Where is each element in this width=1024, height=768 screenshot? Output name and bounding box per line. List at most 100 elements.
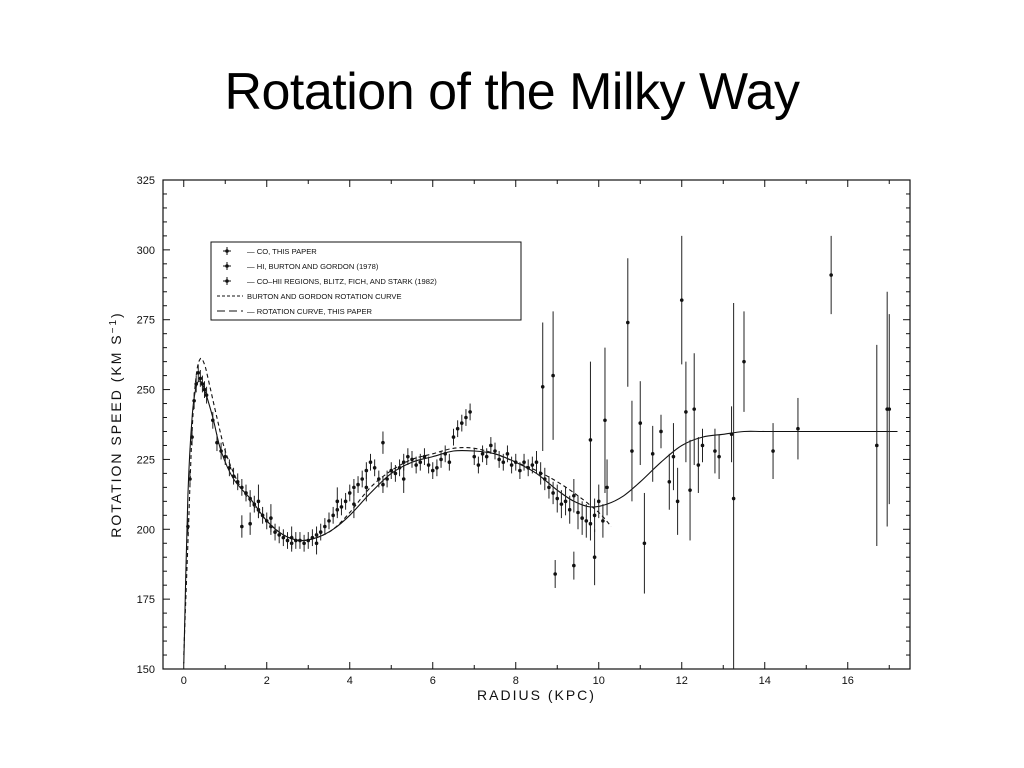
x-tick-label: 4 [347, 675, 353, 687]
legend: — CO, THIS PAPER — HI, BURTON AND GORDON … [210, 241, 522, 321]
data-point [688, 439, 692, 541]
x-tick-label: 6 [430, 675, 436, 687]
point-marker [559, 502, 564, 506]
point-marker [364, 485, 369, 490]
data-point [323, 518, 327, 535]
data-point [294, 532, 298, 549]
data-point [422, 448, 427, 466]
legend-label: — CO–HII REGIONS, BLITZ, FICH, AND STARK… [247, 277, 437, 286]
point-marker [518, 468, 522, 473]
data-point [480, 445, 485, 463]
data-point [364, 473, 369, 502]
point-marker [555, 496, 560, 501]
point-marker [472, 454, 477, 459]
data-point [551, 481, 555, 505]
point-marker [543, 477, 547, 481]
point-marker [547, 485, 551, 490]
data-point [679, 235, 684, 365]
legend-point-symbol [225, 279, 229, 283]
point-marker [188, 477, 192, 481]
point-marker [684, 410, 688, 414]
point-marker [626, 320, 630, 325]
point-marker [389, 468, 394, 473]
data-point [244, 484, 248, 502]
point-marker [588, 521, 593, 526]
point-marker [605, 485, 609, 490]
data-point [692, 353, 696, 466]
data-point [522, 453, 526, 471]
point-marker [377, 477, 381, 481]
point-marker [256, 499, 261, 504]
data-point [343, 492, 348, 510]
data-point [551, 311, 555, 440]
point-marker [352, 502, 356, 506]
data-point [538, 462, 543, 485]
data-point [501, 453, 506, 471]
data-point [671, 423, 676, 491]
point-marker [381, 482, 385, 487]
data-point [638, 381, 643, 466]
point-marker [192, 398, 196, 403]
point-marker [480, 452, 485, 456]
point-marker [700, 443, 705, 448]
data-point [489, 437, 493, 454]
x-tick-label: 16 [842, 675, 854, 687]
data-point [368, 453, 373, 471]
point-marker [630, 449, 634, 453]
data-point [700, 428, 705, 463]
data-point [540, 322, 545, 452]
point-marker [335, 499, 340, 504]
point-marker [592, 555, 597, 560]
point-marker [638, 421, 643, 425]
point-marker [372, 466, 377, 470]
data-point [455, 420, 460, 438]
point-marker [675, 499, 680, 504]
point-marker [642, 541, 647, 546]
data-point [650, 425, 655, 482]
data-point [302, 534, 306, 552]
data-point [186, 518, 190, 535]
point-marker [397, 466, 402, 470]
point-marker [584, 519, 589, 523]
point-marker [323, 524, 327, 529]
x-tick-label: 14 [759, 675, 771, 687]
point-marker [464, 415, 468, 420]
legend-item: — CO, THIS PAPER [223, 247, 317, 256]
axis-ticks: 0 2 4 6 8 10 12 14 16 150 175 200 225 250 275 300 325 [137, 175, 910, 687]
plot-frame [162, 179, 911, 670]
data-point [603, 347, 607, 493]
point-marker [513, 460, 518, 465]
legend-item: — HI, BURTON AND GORDON (1978) [223, 262, 379, 271]
data-point [252, 495, 257, 513]
point-marker [381, 440, 385, 445]
point-marker [204, 393, 209, 397]
point-marker [713, 449, 717, 453]
data-point [513, 453, 518, 471]
x-tick-label: 12 [676, 675, 688, 687]
data-point [298, 532, 302, 549]
y-tick-label: 325 [137, 175, 155, 187]
data-point [530, 456, 535, 474]
data-point [605, 459, 609, 516]
point-marker [455, 426, 460, 431]
point-marker [248, 496, 252, 501]
data-point [198, 370, 203, 387]
data-point [771, 423, 775, 479]
data-point [493, 442, 497, 460]
point-marker [484, 454, 489, 459]
data-point [219, 442, 223, 460]
data-point [314, 532, 319, 555]
data-point [190, 428, 194, 446]
point-marker [343, 499, 348, 504]
data-point [667, 453, 672, 510]
point-marker [567, 507, 572, 512]
point-marker [563, 499, 568, 504]
data-point [389, 462, 394, 479]
point-marker [364, 468, 369, 473]
data-point [393, 465, 398, 482]
point-marker [194, 382, 198, 386]
point-marker [731, 496, 736, 501]
data-point [204, 386, 209, 404]
data-point [318, 523, 323, 541]
data-point [377, 470, 381, 488]
